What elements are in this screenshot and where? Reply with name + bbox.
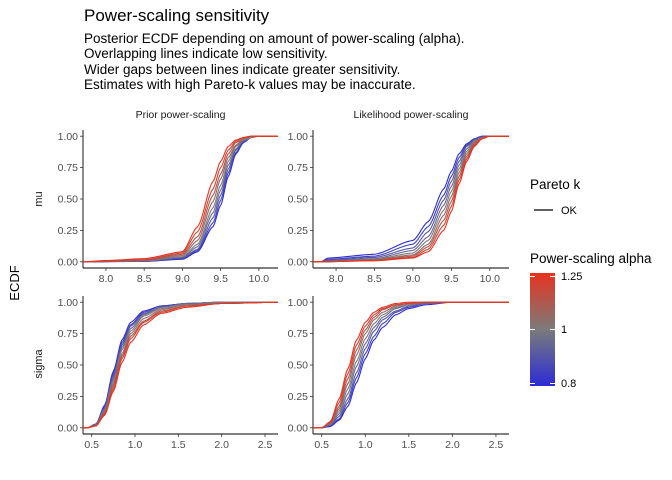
panel-4: 0.00 0.25 0.50 0.75 1.00 0.5 1.0 1.5 2.0 2.5 [288,296,509,451]
ecdf-line-alpha-1.12 [313,301,509,429]
ecdf-line-alpha-0.8 [83,301,278,429]
legend-alpha-title: Power-scaling alpha [530,251,652,266]
subtitle-line-2: Overlapping lines indicate low sensitivi… [84,46,328,61]
ecdf-line-alpha-0.85 [83,135,278,263]
ecdf-line-alpha-0.8 [313,135,509,263]
ecdf-line-alpha-1.06 [313,135,509,263]
legend: Pareto k OK Power-scaling alpha 1.25 1 0… [530,177,652,390]
y-tick-label: 0.75 [58,162,79,174]
ecdf-line-alpha-0.95 [313,301,509,429]
x-tick-label: 9.5 [213,273,228,285]
y-tick-label: 0.50 [288,194,309,206]
chart-title: Power-scaling sensitivity [84,6,270,25]
ecdf-line-alpha-1 [82,135,278,263]
ecdf-line-alpha-1.18 [313,135,509,263]
x-tick-label: 10.0 [249,273,270,285]
x-tick-label: 8.0 [99,273,114,285]
y-tick-label: 0.50 [58,360,79,372]
ecdf-line-alpha-0.95 [82,135,278,263]
alpha-tick-label-low: 0.8 [561,378,576,390]
ecdf-line-alpha-0.85 [313,301,509,429]
y-tick-label: 0.25 [58,391,79,403]
strip-likelihood-power-scaling: Likelihood power-scaling [354,109,469,121]
y-axis-title: ECDF [7,265,22,300]
ecdf-line-alpha-1.12 [82,135,278,263]
panel-3: 0.00 0.25 0.50 0.75 1.00 0.5 1.0 1.5 2.0 2.5 [58,296,279,451]
ecdf-line-alpha-1 [83,301,278,429]
panel-1: 0.00 0.25 0.50 0.75 1.00 8.0 8.5 9.0 9.5 10.0 [58,130,278,285]
y-tick-label: 0.00 [288,256,309,268]
subtitle-line-1: Posterior ECDF depending on amount of po… [84,31,464,46]
y-tick-label: 1.00 [58,131,79,143]
ecdf-line-alpha-1.06 [83,301,279,429]
y-tick-label: 0.75 [288,328,309,340]
ecdf-line-alpha-0.9 [83,301,278,429]
ecdf-line-alpha-0.9 [313,301,509,429]
x-tick-label: 1.5 [171,439,186,451]
legend-pareto-entry: OK [561,205,578,217]
y-tick-label: 0.25 [58,225,79,237]
ecdf-line-alpha-0.95 [83,301,278,429]
y-tick-label: 1.00 [58,297,79,309]
ecdf-line-alpha-0.9 [83,135,278,263]
y-tick-label: 0.25 [288,391,309,403]
subtitle-line-4: Estimates with high Pareto-k values may … [84,77,416,92]
y-tick-label: 0.75 [288,162,309,174]
x-tick-label: 8.0 [329,273,344,285]
ecdf-line-alpha-0.9 [313,135,509,263]
ecdf-line-alpha-1.12 [83,301,279,429]
y-tick-label: 1.00 [288,297,309,309]
ecdf-line-alpha-1.06 [313,301,509,429]
x-tick-label: 2.5 [489,439,504,451]
x-tick-label: 0.5 [84,439,99,451]
ecdf-line-alpha-1.25 [82,135,278,263]
x-tick-label: 8.5 [137,273,152,285]
ecdf-line-alpha-1.25 [313,301,509,429]
ecdf-line-alpha-1 [313,135,509,263]
x-tick-label: 2.5 [258,439,273,451]
x-tick-label: 10.0 [480,273,501,285]
y-tick-label: 0.50 [58,194,79,206]
x-tick-label: 9.0 [175,273,190,285]
ecdf-line-alpha-1.18 [82,135,278,263]
ecdf-line-alpha-0.85 [313,135,509,263]
row-label-mu: mu [33,191,45,206]
row-label-sigma: sigma [33,348,45,378]
ecdf-line-alpha-1 [313,301,509,429]
legend-pareto-title: Pareto k [530,177,581,192]
y-tick-label: 0.50 [288,360,309,372]
x-tick-label: 9.5 [444,273,459,285]
x-tick-label: 1.0 [358,439,373,451]
ecdf-line-alpha-1.25 [83,301,279,429]
x-tick-label: 2.0 [214,439,229,451]
alpha-tick-label-mid: 1 [561,324,567,336]
ecdf-line-alpha-1.18 [313,301,509,429]
y-tick-label: 0.00 [58,422,79,434]
alpha-tick-label-high: 1.25 [561,271,582,283]
strip-prior-power-scaling: Prior power-scaling [136,109,226,121]
ecdf-line-alpha-1.18 [83,301,279,429]
ecdf-line-alpha-0.85 [83,301,278,429]
y-tick-label: 0.00 [58,256,79,268]
ecdf-line-alpha-1.12 [313,135,509,263]
x-tick-label: 1.5 [402,439,417,451]
ecdf-line-alpha-0.95 [313,135,509,263]
x-tick-label: 0.5 [314,439,329,451]
panel-grid: 0.000.250.500.751.008.0 8.5 9.0 9.5 10.00.00… [58,130,509,451]
ecdf-line-alpha-0.8 [83,135,278,263]
x-tick-label: 1.0 [128,439,143,451]
ecdf-line-alpha-1.06 [82,135,278,263]
y-tick-label: 1.00 [288,131,309,143]
y-tick-label: 0.25 [288,225,309,237]
x-tick-label: 9.0 [406,273,421,285]
ecdf-line-alpha-1.25 [313,135,509,263]
ecdf-line-alpha-0.8 [313,301,509,429]
x-tick-label: 2.0 [445,439,460,451]
subtitle-line-3: Wider gaps between lines indicate greate… [84,62,400,77]
y-tick-label: 0.00 [288,422,309,434]
panel-2: 0.00 0.25 0.50 0.75 1.00 8.0 8.5 9.0 9.5 10.0 [288,130,509,285]
y-tick-label: 0.75 [58,328,79,340]
x-tick-label: 8.5 [367,273,382,285]
